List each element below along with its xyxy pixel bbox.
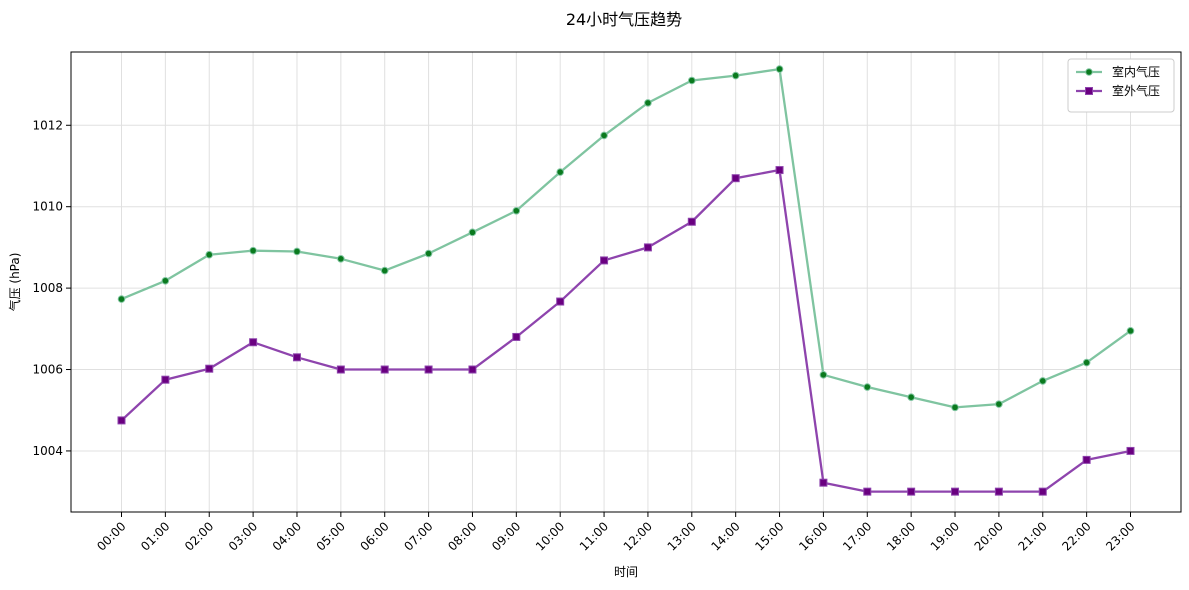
x-tick-label: 02:00 <box>182 519 216 553</box>
data-point <box>249 246 257 255</box>
x-tick-label: 12:00 <box>621 519 655 553</box>
grid <box>71 52 1181 512</box>
data-point <box>687 217 696 226</box>
x-tick-label: 08:00 <box>445 519 479 553</box>
x-tick-label: 14:00 <box>708 519 742 553</box>
x-tick-label: 06:00 <box>357 519 391 553</box>
series-group <box>117 65 1135 496</box>
x-tick-label: 10:00 <box>533 519 567 553</box>
data-point <box>424 365 433 374</box>
data-point <box>731 71 740 80</box>
data-point <box>994 487 1003 496</box>
data-point <box>600 256 609 265</box>
x-axis: 00:00 01:00 02:00 03:00 04:00 05:00 06:00 07:00… <box>94 512 1138 554</box>
data-point <box>468 365 477 374</box>
data-point <box>556 297 565 306</box>
data-point <box>863 383 872 391</box>
data-point <box>336 365 345 374</box>
data-point <box>512 206 521 215</box>
data-point <box>161 276 170 285</box>
x-tick-label: 15:00 <box>752 519 786 553</box>
data-point <box>512 332 521 341</box>
x-tick-label: 04:00 <box>270 519 304 553</box>
data-point <box>380 266 389 275</box>
x-axis-label: 时间 <box>614 565 638 579</box>
data-point <box>951 487 960 496</box>
legend-marker <box>1085 87 1093 95</box>
y-axis-label: 气压 (hPa) <box>7 253 22 312</box>
x-tick-label: 07:00 <box>401 519 435 553</box>
y-tick-label: 1012 <box>32 118 63 132</box>
data-point <box>951 403 959 412</box>
data-point <box>644 99 652 107</box>
data-point <box>819 371 828 379</box>
x-tick-label: 05:00 <box>314 519 348 553</box>
series-1 <box>117 65 1135 412</box>
x-tick-label: 01:00 <box>138 519 172 553</box>
x-tick-label: 19:00 <box>928 519 962 553</box>
x-tick-label: 09:00 <box>489 519 523 553</box>
data-point <box>1038 487 1047 496</box>
data-point <box>293 247 301 256</box>
data-point <box>380 365 389 374</box>
x-tick-label: 03:00 <box>226 519 260 553</box>
plot-area <box>70 51 1182 513</box>
data-point <box>1082 455 1091 464</box>
data-point <box>995 400 1003 408</box>
data-point <box>337 254 345 263</box>
data-point <box>1082 358 1091 367</box>
data-point <box>643 243 652 252</box>
data-point <box>292 353 301 362</box>
data-point <box>688 76 696 85</box>
data-point <box>1126 327 1135 335</box>
data-point <box>907 487 916 496</box>
x-tick-label: 21:00 <box>1016 519 1050 553</box>
data-point <box>468 228 477 237</box>
x-tick-label: 20:00 <box>972 519 1006 553</box>
legend-label: 室外气压 <box>1112 83 1160 98</box>
series-2 <box>117 166 1135 496</box>
x-tick-label: 00:00 <box>94 519 128 553</box>
data-point <box>556 168 564 176</box>
y-tick-label: 1006 <box>32 363 63 377</box>
data-point <box>1126 446 1135 455</box>
x-tick-label: 11:00 <box>577 519 611 553</box>
legend-marker <box>1085 68 1093 76</box>
y-tick-label: 1008 <box>32 281 63 295</box>
chart-title: 24小时气压趋势 <box>566 10 682 29</box>
data-point <box>205 364 214 373</box>
x-tick-label: 22:00 <box>1059 519 1093 553</box>
x-tick-label: 23:00 <box>1103 519 1137 553</box>
y-tick-label: 1010 <box>32 200 63 214</box>
y-axis: 1004 1006 1008 1010 1012 <box>32 118 71 458</box>
series-line <box>120 168 1131 493</box>
x-tick-label: 13:00 <box>665 519 699 553</box>
data-point <box>907 393 915 402</box>
data-point <box>731 174 740 183</box>
x-tick-label: 17:00 <box>840 519 874 553</box>
data-point <box>424 249 433 258</box>
data-point <box>117 416 126 425</box>
x-tick-label: 16:00 <box>796 519 830 553</box>
data-point <box>775 166 784 175</box>
y-tick-label: 1004 <box>32 444 63 458</box>
data-point <box>819 478 828 487</box>
data-point <box>1038 377 1047 385</box>
data-point <box>117 295 126 303</box>
data-point <box>249 338 258 347</box>
legend-label: 室内气压 <box>1112 64 1160 79</box>
series-line <box>121 67 1132 409</box>
data-point <box>775 65 784 73</box>
data-point <box>161 375 170 384</box>
data-point <box>205 250 214 259</box>
x-tick-label: 18:00 <box>884 519 918 553</box>
data-point <box>600 131 608 140</box>
data-point <box>863 487 872 496</box>
